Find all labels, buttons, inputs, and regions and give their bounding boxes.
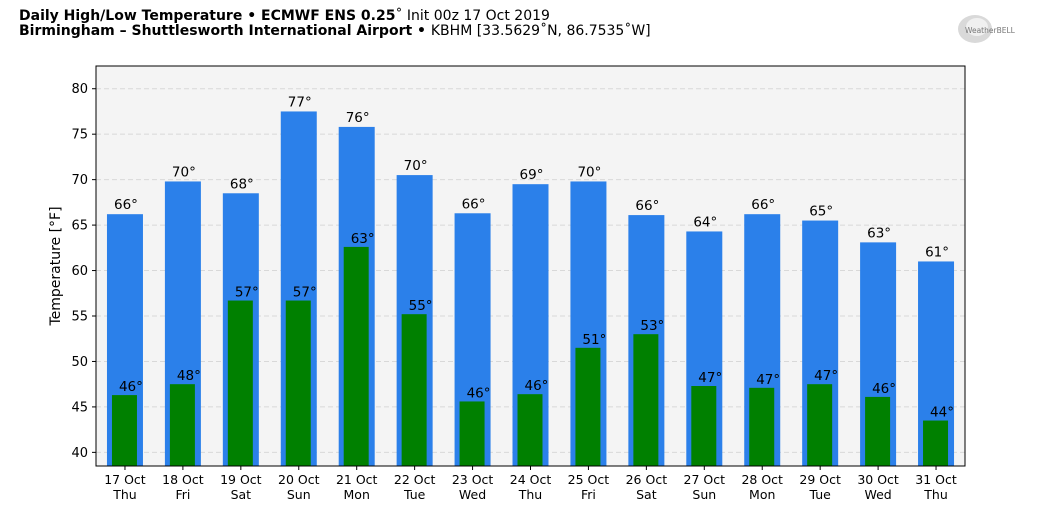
low-temp-label: 44° [930,405,954,421]
x-tick-date: 29 Oct [799,472,841,487]
low-temp-label: 53° [640,318,664,334]
high-temp-label: 66° [114,197,138,213]
low-temp-bar [227,300,253,466]
x-tick-weekday: Sat [231,487,252,502]
x-tick-date: 22 Oct [394,472,436,487]
high-temp-label: 64° [693,214,717,230]
high-temp-label: 76° [346,110,370,126]
x-tick-weekday: Fri [175,487,190,502]
x-tick-weekday: Wed [864,487,891,502]
x-tick-weekday: Thu [112,487,136,502]
high-temp-label: 66° [751,197,775,213]
low-temp-label: 48° [177,368,201,384]
high-temp-label: 65° [809,204,833,220]
low-temp-label: 46° [467,385,491,401]
y-tick-label: 65 [71,219,88,234]
y-tick-label: 50 [71,355,88,370]
title-degree: ˚ [395,8,403,24]
location-separator: • [412,23,431,39]
low-temp-label: 57° [235,285,259,301]
y-tick-label: 45 [71,400,88,415]
title-bold: Daily High/Low Temperature • ECMWF ENS 0… [19,8,396,24]
high-temp-label: 68° [230,176,254,192]
weatherbell-logo: WeatherBELL [955,12,1019,46]
low-temp-label: 51° [582,332,606,348]
low-temp-label: 46° [872,381,896,397]
x-tick-date: 18 Oct [162,472,204,487]
x-tick-date: 30 Oct [857,472,899,487]
high-temp-label: 66° [462,196,486,212]
x-tick-date: 27 Oct [684,472,726,487]
low-temp-label: 47° [698,370,722,386]
x-tick-weekday: Sun [692,487,716,502]
y-tick-label: 75 [71,128,88,143]
x-tick-weekday: Tue [403,487,426,502]
x-tick-date: 26 Oct [626,472,668,487]
high-temp-label: 70° [404,158,428,174]
low-temp-label: 47° [814,368,838,384]
x-tick-date: 25 Oct [568,472,610,487]
x-tick-date: 28 Oct [741,472,783,487]
logo-text: WeatherBELL [965,26,1016,35]
high-temp-label: 70° [172,164,196,180]
x-tick-date: 17 Oct [104,472,146,487]
y-axis-label: Temperature [°F] [48,206,64,326]
x-tick-weekday: Thu [518,487,542,502]
low-temp-bar [749,387,775,466]
x-tick-weekday: Thu [923,487,947,502]
low-temp-bar [865,396,891,466]
x-tick-weekday: Mon [344,487,370,502]
low-temp-bar [285,300,311,466]
low-temp-label: 55° [409,298,433,314]
location-coords: KBHM [33.5629˚N, 86.7535˚W] [430,23,651,39]
y-tick-label: 60 [71,264,88,279]
low-temp-label: 47° [756,372,780,388]
x-tick-weekday: Sat [636,487,657,502]
low-temp-label: 57° [293,285,317,301]
low-temp-label: 46° [525,378,549,394]
high-temp-label: 70° [577,164,601,180]
y-tick-label: 80 [71,82,88,97]
x-tick-weekday: Sun [287,487,311,502]
low-temp-label: 63° [351,231,375,247]
low-temp-bar [111,395,137,466]
y-tick-label: 70 [71,173,88,188]
high-temp-label: 63° [867,225,891,241]
x-tick-weekday: Wed [459,487,486,502]
low-temp-bar [517,394,543,466]
x-tick-weekday: Fri [581,487,596,502]
low-temp-label: 46° [119,379,143,395]
chart-subtitle: Birmingham – Shuttlesworth International… [19,23,651,39]
low-temp-bar [633,334,659,466]
low-temp-bar [459,401,485,466]
y-tick-label: 40 [71,446,88,461]
low-temp-bar [807,384,833,466]
x-tick-date: 31 Oct [915,472,957,487]
title-init: Init 00z 17 Oct 2019 [402,8,550,24]
high-temp-label: 77° [288,94,312,110]
x-tick-date: 20 Oct [278,472,320,487]
low-temp-bar [401,314,427,466]
plot-frame [95,65,966,467]
x-tick-date: 21 Oct [336,472,378,487]
x-tick-date: 23 Oct [452,472,494,487]
low-temp-bar [691,386,717,466]
x-tick-weekday: Mon [749,487,775,502]
low-temp-bar [923,420,949,466]
x-tick-weekday: Tue [808,487,831,502]
low-temp-bar [575,347,601,466]
high-temp-label: 61° [925,244,949,260]
x-tick-date: 19 Oct [220,472,262,487]
x-tick-date: 24 Oct [510,472,552,487]
low-temp-bar [343,246,369,466]
location-name: Birmingham – Shuttlesworth International… [19,23,413,39]
high-temp-label: 66° [635,198,659,214]
y-tick-label: 55 [71,310,88,325]
chart-title: Daily High/Low Temperature • ECMWF ENS 0… [19,8,550,24]
high-temp-label: 69° [520,167,544,183]
low-temp-bar [169,384,195,466]
